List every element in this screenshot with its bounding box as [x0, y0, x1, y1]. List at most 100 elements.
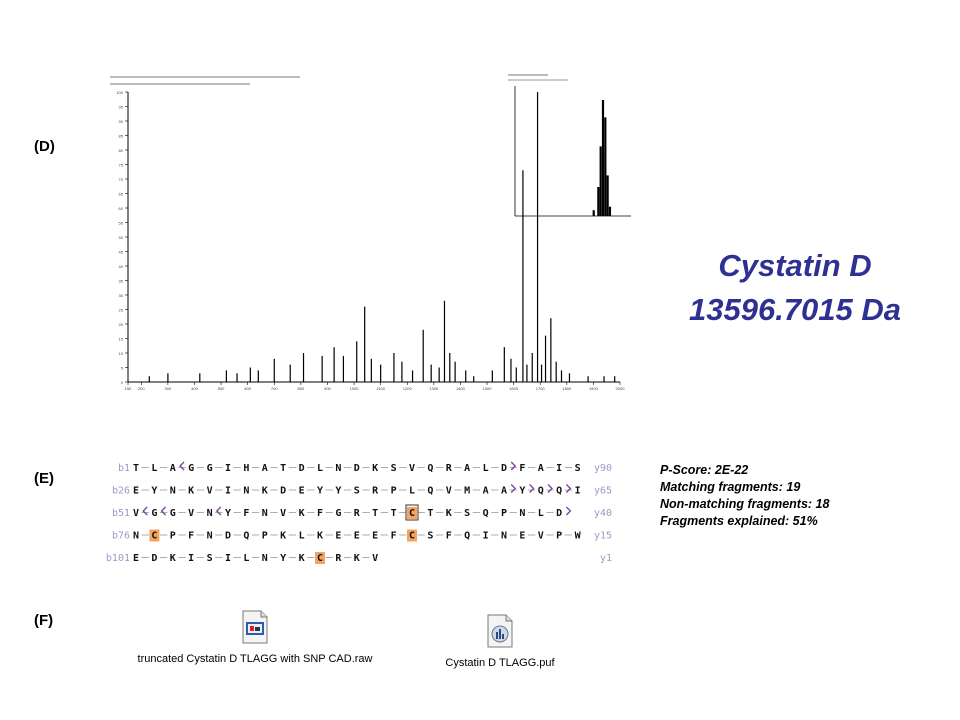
cysteine-highlight — [149, 529, 160, 542]
residue: V — [538, 531, 544, 542]
residue: V — [207, 486, 213, 497]
y-tick-label: 20 — [119, 322, 124, 327]
residue: N — [170, 486, 176, 497]
residue: K — [317, 531, 323, 542]
x-tick-label: 900 — [324, 386, 331, 391]
puf-file-item[interactable]: Cystatin D TLAGG.puf — [430, 614, 570, 669]
residue: V — [409, 463, 415, 474]
x-tick-label: 1900 — [589, 386, 599, 391]
residue: P — [170, 531, 176, 542]
residue: V — [446, 486, 452, 497]
residue: Q — [427, 486, 433, 497]
spectrum-peaks — [148, 92, 616, 382]
y-tick-label: 55 — [119, 221, 124, 226]
residue: S — [575, 463, 581, 474]
x-tick-label: 1300 — [429, 386, 439, 391]
residue: L — [243, 553, 249, 564]
y-tick-label: 45 — [119, 250, 124, 255]
mass-spectrum-chart: 0 5 10 15 20 25 30 35 40 45 50 55 60 65 70 75 80 85 90 95 10… — [110, 76, 625, 391]
residue: N — [501, 531, 507, 542]
residue: Q — [427, 463, 433, 474]
y-ion-label: y15 — [594, 531, 612, 542]
residue: A — [262, 463, 268, 474]
residue: K — [170, 553, 176, 564]
protein-name: Cystatin D — [718, 248, 872, 283]
residue: C — [151, 531, 157, 542]
residue: I — [575, 486, 581, 497]
residue: T — [372, 508, 378, 519]
residue: Y — [519, 486, 525, 497]
y-tick-label: 30 — [119, 293, 124, 298]
x-tick-label: 1600 — [509, 386, 519, 391]
residue: G — [188, 463, 194, 474]
raw-file-item[interactable]: truncated Cystatin D TLAGG with SNP CAD.… — [135, 610, 375, 665]
isotope-inset-chart — [508, 74, 631, 217]
residue: D — [299, 463, 305, 474]
residue: R — [446, 463, 453, 474]
x-tick-label: 1800 — [562, 386, 572, 391]
residue: V — [133, 508, 139, 519]
residue: K — [262, 486, 268, 497]
residue: E — [354, 531, 360, 542]
y-tick-label: 0 — [121, 380, 124, 385]
residue: V — [280, 508, 286, 519]
cysteine-highlight — [315, 552, 325, 564]
residue: K — [354, 553, 360, 564]
residue: F — [317, 508, 323, 519]
residue: W — [575, 531, 582, 542]
residue: E — [133, 553, 139, 564]
residue: V — [372, 553, 378, 564]
residue: P — [391, 486, 397, 497]
raw-file-name: truncated Cystatin D TLAGG with SNP CAD.… — [137, 653, 373, 665]
x-tick-label: 300 — [165, 386, 172, 391]
fragment-marker — [529, 484, 535, 493]
residue: Q — [243, 531, 249, 542]
y-tick-label: 85 — [119, 134, 124, 139]
residue: F — [446, 531, 452, 542]
residue: P — [501, 508, 507, 519]
x-tick-label: 150 — [125, 386, 132, 391]
x-tick-label: 400 — [191, 386, 198, 391]
y-tick-label: 5 — [121, 366, 124, 371]
residue: A — [538, 463, 544, 474]
residue: L — [317, 463, 323, 474]
fragment-marker — [565, 506, 572, 516]
residue: K — [299, 553, 305, 564]
x-tick-label: 1400 — [456, 386, 466, 391]
b-ion-label: b76 — [112, 531, 130, 542]
residue: F — [519, 463, 525, 474]
x-tick-label: 1100 — [376, 386, 385, 391]
residue: P — [556, 531, 562, 542]
x-tick-label: 700 — [271, 386, 278, 391]
y-ion-label: y90 — [594, 463, 612, 474]
fragment-marker — [179, 461, 185, 471]
residue: T — [427, 508, 433, 519]
residue: R — [354, 508, 361, 519]
residue: N — [207, 508, 213, 519]
residue: Y — [151, 486, 157, 497]
residue: L — [483, 463, 489, 474]
y-tick-label: 95 — [119, 105, 124, 110]
residue: E — [372, 531, 378, 542]
residue: D — [225, 531, 231, 542]
y-tick-label: 35 — [119, 279, 124, 284]
panel-label-f: (F) — [34, 612, 54, 629]
residue: I — [225, 486, 231, 497]
residue: Q — [464, 531, 470, 542]
residue: E — [299, 486, 305, 497]
residue: F — [188, 531, 194, 542]
residue: Y — [335, 486, 341, 497]
score-stats: P-Score: 2E-22 Matching fragments: 19 No… — [660, 462, 829, 530]
residue: D — [151, 553, 157, 564]
residue: S — [207, 553, 213, 564]
residue: N — [519, 508, 525, 519]
snp-box — [405, 504, 419, 521]
x-tick-label: 1000 — [350, 386, 360, 391]
fragment-marker — [510, 484, 517, 493]
residue: A — [464, 463, 470, 474]
residue: L — [299, 531, 305, 542]
cysteine-highlight — [407, 529, 417, 542]
residue: M — [464, 486, 470, 497]
residue: S — [391, 463, 397, 474]
y-tick-label: 40 — [119, 264, 124, 269]
